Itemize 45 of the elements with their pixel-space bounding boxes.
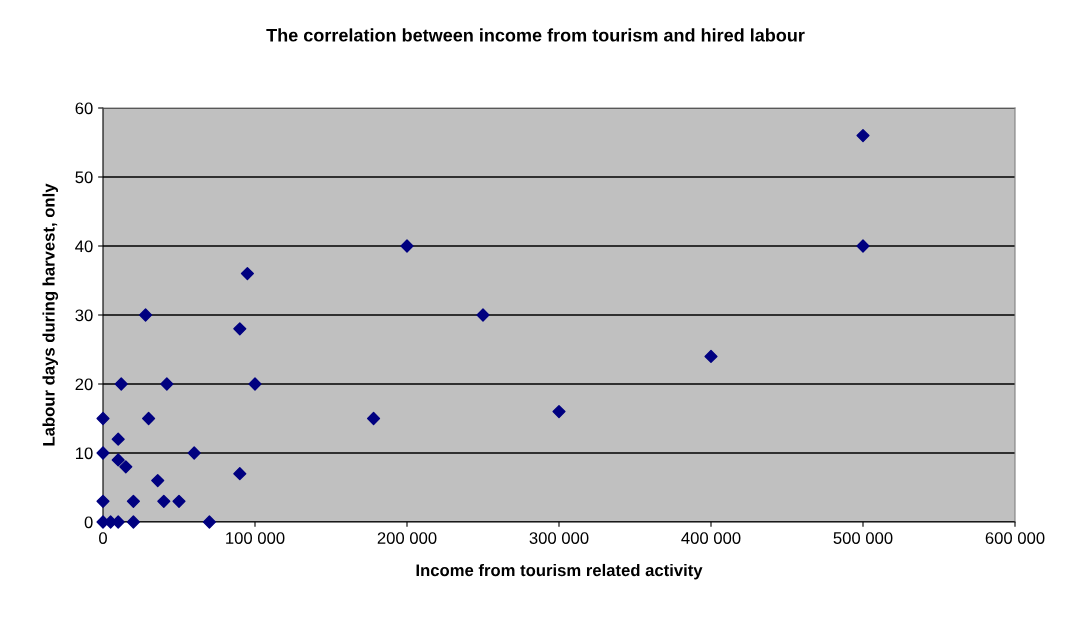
point (111, 432, 125, 446)
point (552, 405, 566, 419)
point (160, 377, 174, 391)
x-tick-label: 400 000 (681, 532, 741, 544)
y-tick-label: 20 (75, 378, 93, 391)
x-axis-title: Income from tourism related activity (416, 563, 703, 580)
point (114, 377, 128, 391)
point (142, 411, 156, 426)
point (96, 446, 110, 460)
point (400, 239, 414, 253)
point (233, 467, 247, 481)
point (476, 308, 490, 322)
y-tick-label: 60 (75, 102, 93, 115)
x-tick-label: 600 000 (985, 532, 1045, 544)
point (172, 494, 186, 508)
point (240, 267, 254, 281)
point (366, 411, 381, 426)
point (126, 515, 140, 529)
x-tick-label: 200 000 (377, 532, 437, 544)
point (138, 308, 153, 322)
y-tick-label: 10 (76, 447, 93, 460)
point (157, 494, 171, 508)
point (233, 322, 247, 336)
point (126, 494, 140, 508)
x-tick-label: 100 000 (226, 532, 285, 544)
y-axis-title: Labour days during harvest, only (42, 183, 59, 446)
point (187, 446, 201, 460)
y-tick-label: 30 (75, 309, 93, 322)
point (248, 377, 262, 391)
point (111, 453, 125, 467)
point (119, 460, 133, 474)
y-tick-label: 50 (75, 171, 93, 184)
x-tick-label: 500 000 (833, 532, 893, 544)
x-tick-label: 300 000 (529, 532, 589, 544)
point (856, 239, 870, 253)
y-tick-label: 40 (75, 240, 93, 253)
point (96, 411, 110, 426)
point (96, 494, 110, 508)
x-tick-label: 0 (99, 532, 107, 544)
chart-title: The correlation between income from tourism and hired labour (266, 28, 805, 42)
point (704, 349, 718, 363)
point (856, 129, 870, 143)
point (202, 515, 216, 529)
point (151, 474, 165, 488)
y-tick-label: 0 (84, 516, 93, 529)
